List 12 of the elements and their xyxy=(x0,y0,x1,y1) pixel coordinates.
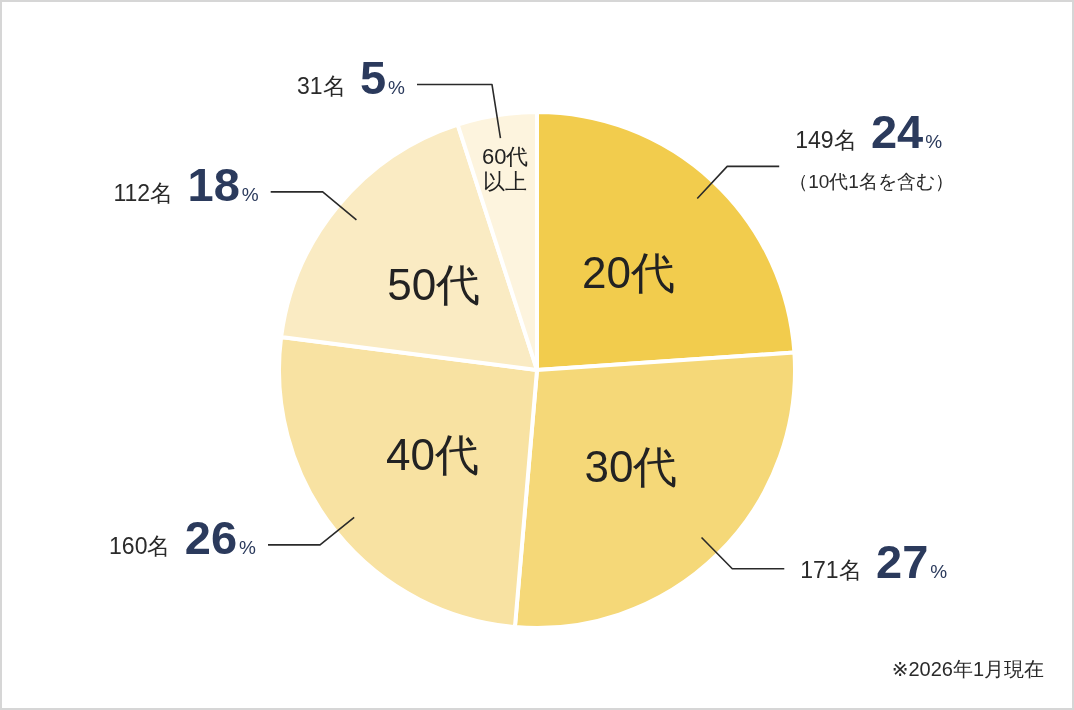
value-label: 171名 27% xyxy=(800,534,948,588)
annotation: （10代1名を含む） xyxy=(789,171,954,193)
category-label: 60代以上 xyxy=(482,143,529,195)
value-label: 160名 26% xyxy=(109,510,257,564)
category-label: 30代 xyxy=(584,441,678,491)
category-label: 40代 xyxy=(386,430,479,479)
value-label: 31名 5% xyxy=(297,50,405,104)
value-label: 112名 18% xyxy=(113,157,259,211)
category-label: 20代 xyxy=(582,247,676,297)
value-label: 149名 24% xyxy=(795,105,943,159)
annotation: ※2026年1月現在 xyxy=(891,658,1044,680)
category-label: 50代 xyxy=(387,260,481,310)
